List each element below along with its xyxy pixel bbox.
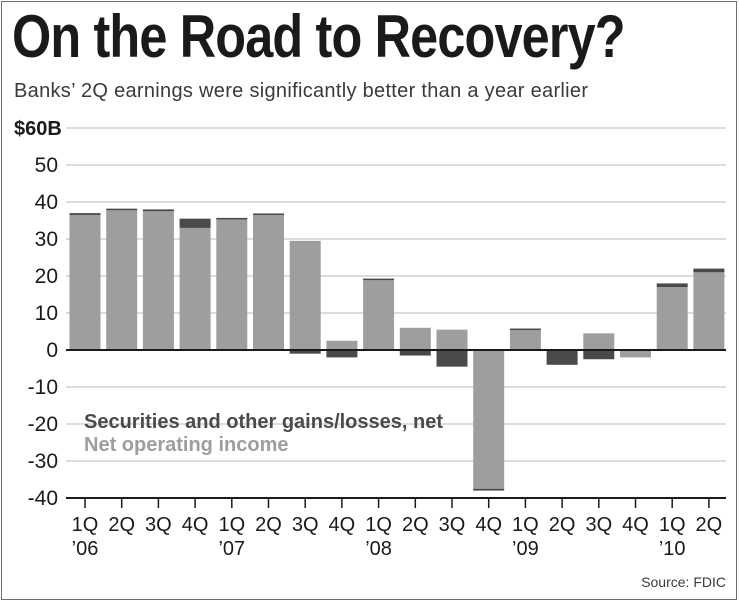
bar-net-operating-income [179, 227, 211, 350]
bar-net-operating-income [326, 340, 358, 350]
chart-subtitle: Banks’ 2Q earnings were significantly be… [14, 80, 589, 102]
y-tick-label: 0 [46, 339, 58, 362]
bar-net-operating-income [583, 333, 615, 350]
source-note: Source: FDIC [641, 574, 726, 590]
y-tick-label: -10 [28, 376, 58, 399]
x-tick-label-year: ’06 [72, 538, 99, 560]
chart-title: On the Road to Recovery? [12, 3, 626, 70]
bar-net-operating-income [253, 214, 284, 350]
legend: Securities and other gains/losses, netNe… [84, 411, 443, 456]
bar-net-operating-income [363, 279, 395, 350]
x-tick-label-quarter: 2Q [108, 514, 135, 536]
x-tick-label-quarter: 1Q [512, 514, 539, 536]
y-tick-label: 10 [35, 302, 58, 325]
bar-securities-gains [179, 218, 211, 228]
y-tick-label: -20 [28, 413, 58, 436]
bar-net-operating-income [656, 287, 688, 350]
y-tick-label: -40 [28, 487, 58, 510]
grid-layer [66, 127, 726, 499]
bar-securities-gains [546, 350, 578, 365]
bar-net-operating-income [69, 214, 101, 350]
x-tick-label-quarter: 3Q [145, 514, 172, 536]
bar-securities-gains [693, 268, 725, 273]
x-tick-label-quarter: 3Q [292, 514, 319, 536]
x-tick-label-quarter: 1Q [218, 514, 245, 536]
y-tick-label: 30 [35, 228, 58, 251]
x-tick-label-year: ’07 [218, 538, 245, 560]
x-tick-label-quarter: 1Q [72, 514, 99, 536]
x-tick-label-quarter: 2Q [402, 514, 429, 536]
bar-net-operating-income [289, 240, 321, 350]
bar-securities-gains [473, 488, 505, 491]
x-tick-label-quarter: 2Q [696, 514, 723, 536]
legend-label-net_operating_income: Net operating income [84, 434, 288, 456]
bar-securities-gains [142, 209, 174, 212]
bar-securities-gains [509, 328, 541, 331]
bar-securities-gains [363, 278, 395, 281]
x-tick-label-quarter: 2Q [549, 514, 576, 536]
x-tick-label-quarter: 4Q [622, 514, 649, 536]
bars-layer [69, 208, 725, 491]
x-tick-label-year: ’09 [512, 538, 539, 560]
bar-net-operating-income [473, 350, 505, 489]
bar-securities-gains [106, 208, 138, 211]
x-tick-label-quarter: 4Q [329, 514, 356, 536]
bar-securities-gains [656, 283, 688, 288]
legend-label-securities: Securities and other gains/losses, net [84, 411, 443, 433]
bar-net-operating-income [216, 218, 248, 350]
bar-securities-gains [399, 350, 431, 356]
x-tick-label-year: ’10 [659, 538, 686, 560]
x-tick-label-quarter: 3Q [585, 514, 612, 536]
x-tick-label-quarter: 3Q [439, 514, 466, 536]
bar-net-operating-income [620, 350, 651, 358]
bar-securities-gains [583, 350, 615, 360]
y-axis-tick-labels: -40 -30 -20 -10 0 10 20 30 40 50 $60B [14, 118, 62, 510]
axis-layer [66, 349, 726, 508]
bar-net-operating-income [106, 209, 138, 350]
y-tick-label: 50 [35, 154, 58, 177]
x-tick-label-quarter: 2Q [255, 514, 282, 536]
x-tick-label-quarter: 1Q [365, 514, 392, 536]
bar-securities-gains [253, 213, 284, 215]
y-tick-label: -30 [28, 450, 58, 473]
bar-securities-gains [69, 213, 101, 215]
bar-securities-gains [436, 350, 468, 367]
y-tick-label: 40 [35, 191, 58, 214]
bar-securities-gains [216, 217, 248, 220]
bar-securities-gains [326, 350, 358, 358]
x-tick-label-quarter: 4Q [182, 514, 209, 536]
bar-net-operating-income [399, 327, 431, 350]
bar-net-operating-income [436, 329, 468, 350]
bar-securities-gains [289, 350, 321, 354]
x-tick-label-year: ’08 [365, 538, 392, 560]
x-tick-label-quarter: 4Q [475, 514, 502, 536]
x-tick-label-quarter: 1Q [659, 514, 686, 536]
bar-net-operating-income [142, 211, 174, 350]
bar-net-operating-income [693, 272, 725, 350]
y-axis-top-label: $60B [14, 118, 62, 140]
bar-net-operating-income [509, 329, 541, 350]
y-tick-label: 20 [35, 265, 58, 288]
